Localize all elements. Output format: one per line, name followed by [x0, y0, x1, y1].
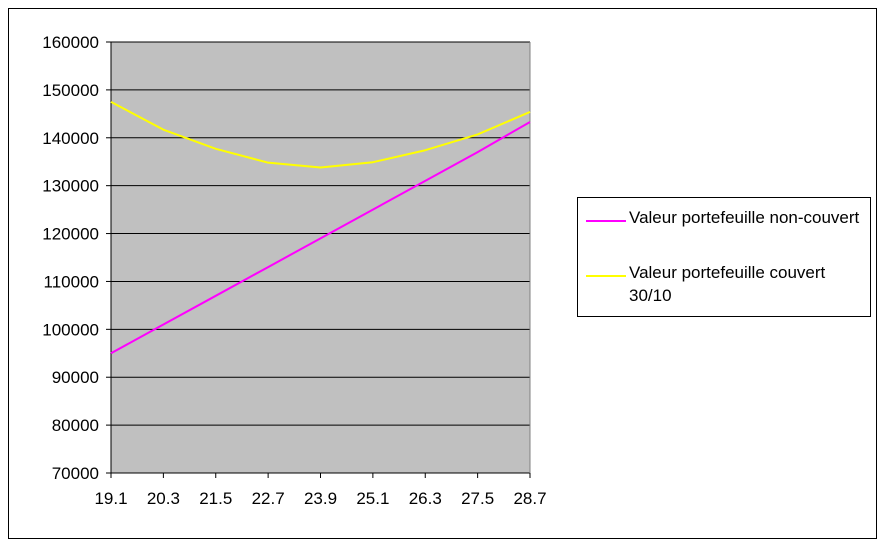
x-tick-label: 25.1: [356, 489, 389, 508]
x-tick-label: 28.7: [513, 489, 546, 508]
legend-label-couvert: Valeur portefeuille couvert 30/10: [629, 263, 826, 305]
y-tick-label: 120000: [42, 225, 99, 244]
gridlines: [111, 41, 530, 426]
y-tick-label: 70000: [52, 464, 99, 483]
x-tick-label: 26.3: [409, 489, 442, 508]
series-line-non-couvert: [110, 121, 531, 355]
x-tick-label: 27.5: [461, 489, 494, 508]
legend-label-non-couvert: Valeur portefeuille non-couvert: [629, 208, 860, 227]
y-tick-label: 100000: [42, 320, 99, 339]
legend: Valeur portefeuille non-couvert Valeur p…: [577, 197, 871, 317]
y-tick-label: 150000: [42, 81, 99, 100]
x-axis-ticks: 19.1 20.3 21.5 22.7 23.9 25.1 26.3 27.5 28.7: [94, 473, 547, 508]
x-tick-label: 21.5: [199, 489, 232, 508]
y-axis-ticks: 70000 80000 90000 100000 110000 120000 130000 1…: [42, 33, 111, 483]
y-tick-label: 140000: [42, 129, 99, 148]
series-line-couvert: [110, 100, 531, 169]
y-tick-label: 110000: [44, 272, 99, 291]
y-tick-label: 80000: [52, 416, 99, 435]
y-tick-label: 160000: [42, 33, 99, 52]
x-tick-label: 20.3: [147, 489, 180, 508]
plot-area: [111, 42, 530, 473]
x-tick-label: 19.1: [94, 489, 127, 508]
legend-swatch-couvert: [586, 275, 626, 277]
series-lines: [110, 100, 531, 355]
y-tick-label: 130000: [42, 177, 99, 196]
x-tick-label: 22.7: [252, 489, 285, 508]
legend-swatch-non-couvert: [586, 220, 626, 222]
y-tick-label: 90000: [52, 368, 99, 387]
x-tick-label: 23.9: [304, 489, 337, 508]
